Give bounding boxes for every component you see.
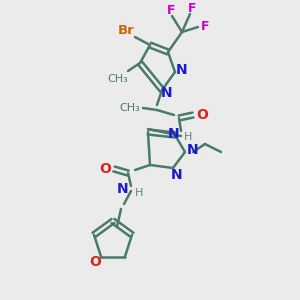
Text: H: H xyxy=(135,188,143,198)
Text: N: N xyxy=(187,143,199,157)
Text: Br: Br xyxy=(118,23,134,37)
Text: N: N xyxy=(117,182,129,196)
Text: F: F xyxy=(188,2,196,16)
Text: O: O xyxy=(99,162,111,176)
Text: CH₃: CH₃ xyxy=(108,74,128,84)
Text: CH₃: CH₃ xyxy=(120,103,140,113)
Text: O: O xyxy=(196,108,208,122)
Text: F: F xyxy=(167,4,175,17)
Text: F: F xyxy=(201,20,209,34)
Text: N: N xyxy=(168,127,180,141)
Text: O: O xyxy=(89,255,101,269)
Text: N: N xyxy=(161,86,173,100)
Text: N: N xyxy=(176,63,188,77)
Text: N: N xyxy=(171,168,183,182)
Text: H: H xyxy=(184,132,192,142)
